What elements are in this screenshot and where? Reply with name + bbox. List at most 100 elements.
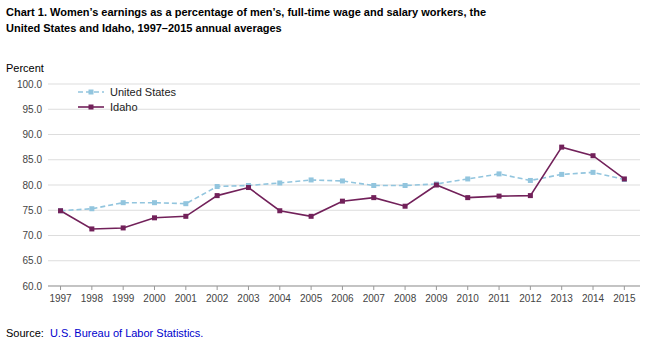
point bbox=[58, 208, 63, 213]
point bbox=[89, 226, 94, 231]
x-tick-label: 2014 bbox=[582, 293, 605, 304]
grid-line bbox=[48, 134, 640, 135]
point bbox=[403, 183, 408, 188]
x-tick bbox=[624, 286, 625, 290]
point bbox=[215, 184, 220, 189]
plot-area bbox=[58, 145, 627, 232]
x-tick-label: 2002 bbox=[206, 293, 229, 304]
subtitle: United States and Idaho, 1997–2015 annua… bbox=[6, 22, 282, 34]
point bbox=[152, 215, 157, 220]
x-tick-label: 2003 bbox=[237, 293, 260, 304]
y-tick-label: 60.0 bbox=[23, 281, 43, 292]
point bbox=[215, 193, 220, 198]
x-tick bbox=[279, 286, 280, 290]
x-tick-label: 1998 bbox=[81, 293, 104, 304]
point bbox=[497, 171, 502, 176]
point bbox=[121, 200, 126, 205]
point bbox=[622, 176, 627, 181]
point bbox=[183, 201, 188, 206]
point bbox=[309, 214, 314, 219]
point bbox=[528, 193, 533, 198]
grid bbox=[48, 84, 640, 286]
point bbox=[340, 199, 345, 204]
y-tick-label: 80.0 bbox=[23, 180, 43, 191]
point bbox=[152, 200, 157, 205]
x-tick-label: 1997 bbox=[49, 293, 72, 304]
source-link: U.S. Bureau of Labor Statistics. bbox=[50, 327, 203, 339]
x-tick bbox=[593, 286, 594, 290]
point bbox=[371, 195, 376, 200]
grid-line bbox=[48, 159, 640, 160]
point bbox=[497, 194, 502, 199]
x-tick-label: 2009 bbox=[425, 293, 448, 304]
x-tick-label: 2007 bbox=[363, 293, 386, 304]
point bbox=[465, 195, 470, 200]
point bbox=[58, 208, 63, 213]
y-tick-label: 65.0 bbox=[23, 255, 43, 266]
x-tick-label: 2006 bbox=[331, 293, 354, 304]
x-tick-label: 2004 bbox=[269, 293, 292, 304]
grid-line bbox=[48, 235, 640, 236]
y-tick-label: 100.0 bbox=[17, 79, 42, 90]
x-tick-label: 1999 bbox=[112, 293, 135, 304]
title: Chart 1. Women’s earnings as a percentag… bbox=[6, 6, 486, 18]
x-tick bbox=[185, 286, 186, 290]
point bbox=[591, 170, 596, 175]
legend-label: United States bbox=[110, 86, 177, 98]
point bbox=[403, 204, 408, 209]
chart: Chart 1. Women’s earnings as a percentag… bbox=[0, 0, 653, 343]
point bbox=[340, 178, 345, 183]
x-tick-label: 2015 bbox=[613, 293, 636, 304]
x-tick bbox=[60, 286, 61, 290]
point bbox=[528, 178, 533, 183]
x-tick-label: 2005 bbox=[300, 293, 323, 304]
x-tick bbox=[499, 286, 500, 290]
x-tick bbox=[373, 286, 374, 290]
grid-line bbox=[48, 260, 640, 261]
y-tick-label: 70.0 bbox=[23, 230, 43, 241]
point bbox=[622, 177, 627, 182]
y-tick-label: 90.0 bbox=[23, 129, 43, 140]
point bbox=[371, 183, 376, 188]
x-tick-label: 2008 bbox=[394, 293, 417, 304]
legend-marker bbox=[89, 105, 94, 110]
x-tick bbox=[530, 286, 531, 290]
legend-label: Idaho bbox=[110, 101, 138, 113]
x-tick bbox=[405, 286, 406, 290]
grid-line bbox=[48, 185, 640, 186]
x-tick-label: 2012 bbox=[519, 293, 542, 304]
x-tick bbox=[154, 286, 155, 290]
x-axis-line bbox=[48, 286, 640, 287]
grid-line bbox=[48, 286, 640, 287]
x-tick bbox=[91, 286, 92, 290]
legend-marker bbox=[89, 90, 94, 95]
point bbox=[465, 176, 470, 181]
x-tick-label: 2000 bbox=[143, 293, 166, 304]
point bbox=[246, 185, 251, 190]
x-tick bbox=[217, 286, 218, 290]
y-tick-label: 75.0 bbox=[23, 205, 43, 216]
x-tick-label: 2013 bbox=[551, 293, 574, 304]
source-label: Source: bbox=[6, 327, 44, 339]
point bbox=[434, 183, 439, 188]
point bbox=[559, 145, 564, 150]
point bbox=[121, 225, 126, 230]
point bbox=[277, 208, 282, 213]
point bbox=[559, 172, 564, 177]
grid-line bbox=[48, 84, 640, 85]
point bbox=[183, 214, 188, 219]
x-tick-label: 2010 bbox=[457, 293, 480, 304]
y-tick-label: 85.0 bbox=[23, 154, 43, 165]
x-tick bbox=[467, 286, 468, 290]
y-tick-label: 95.0 bbox=[23, 104, 43, 115]
series-line bbox=[61, 172, 625, 210]
x-tick bbox=[311, 286, 312, 290]
y-axis-label: Percent bbox=[6, 62, 44, 74]
point bbox=[89, 206, 94, 211]
point bbox=[591, 153, 596, 158]
x-tick bbox=[248, 286, 249, 290]
x-tick-label: 2001 bbox=[175, 293, 198, 304]
point bbox=[277, 180, 282, 185]
x-tick bbox=[436, 286, 437, 290]
grid-line bbox=[48, 210, 640, 211]
